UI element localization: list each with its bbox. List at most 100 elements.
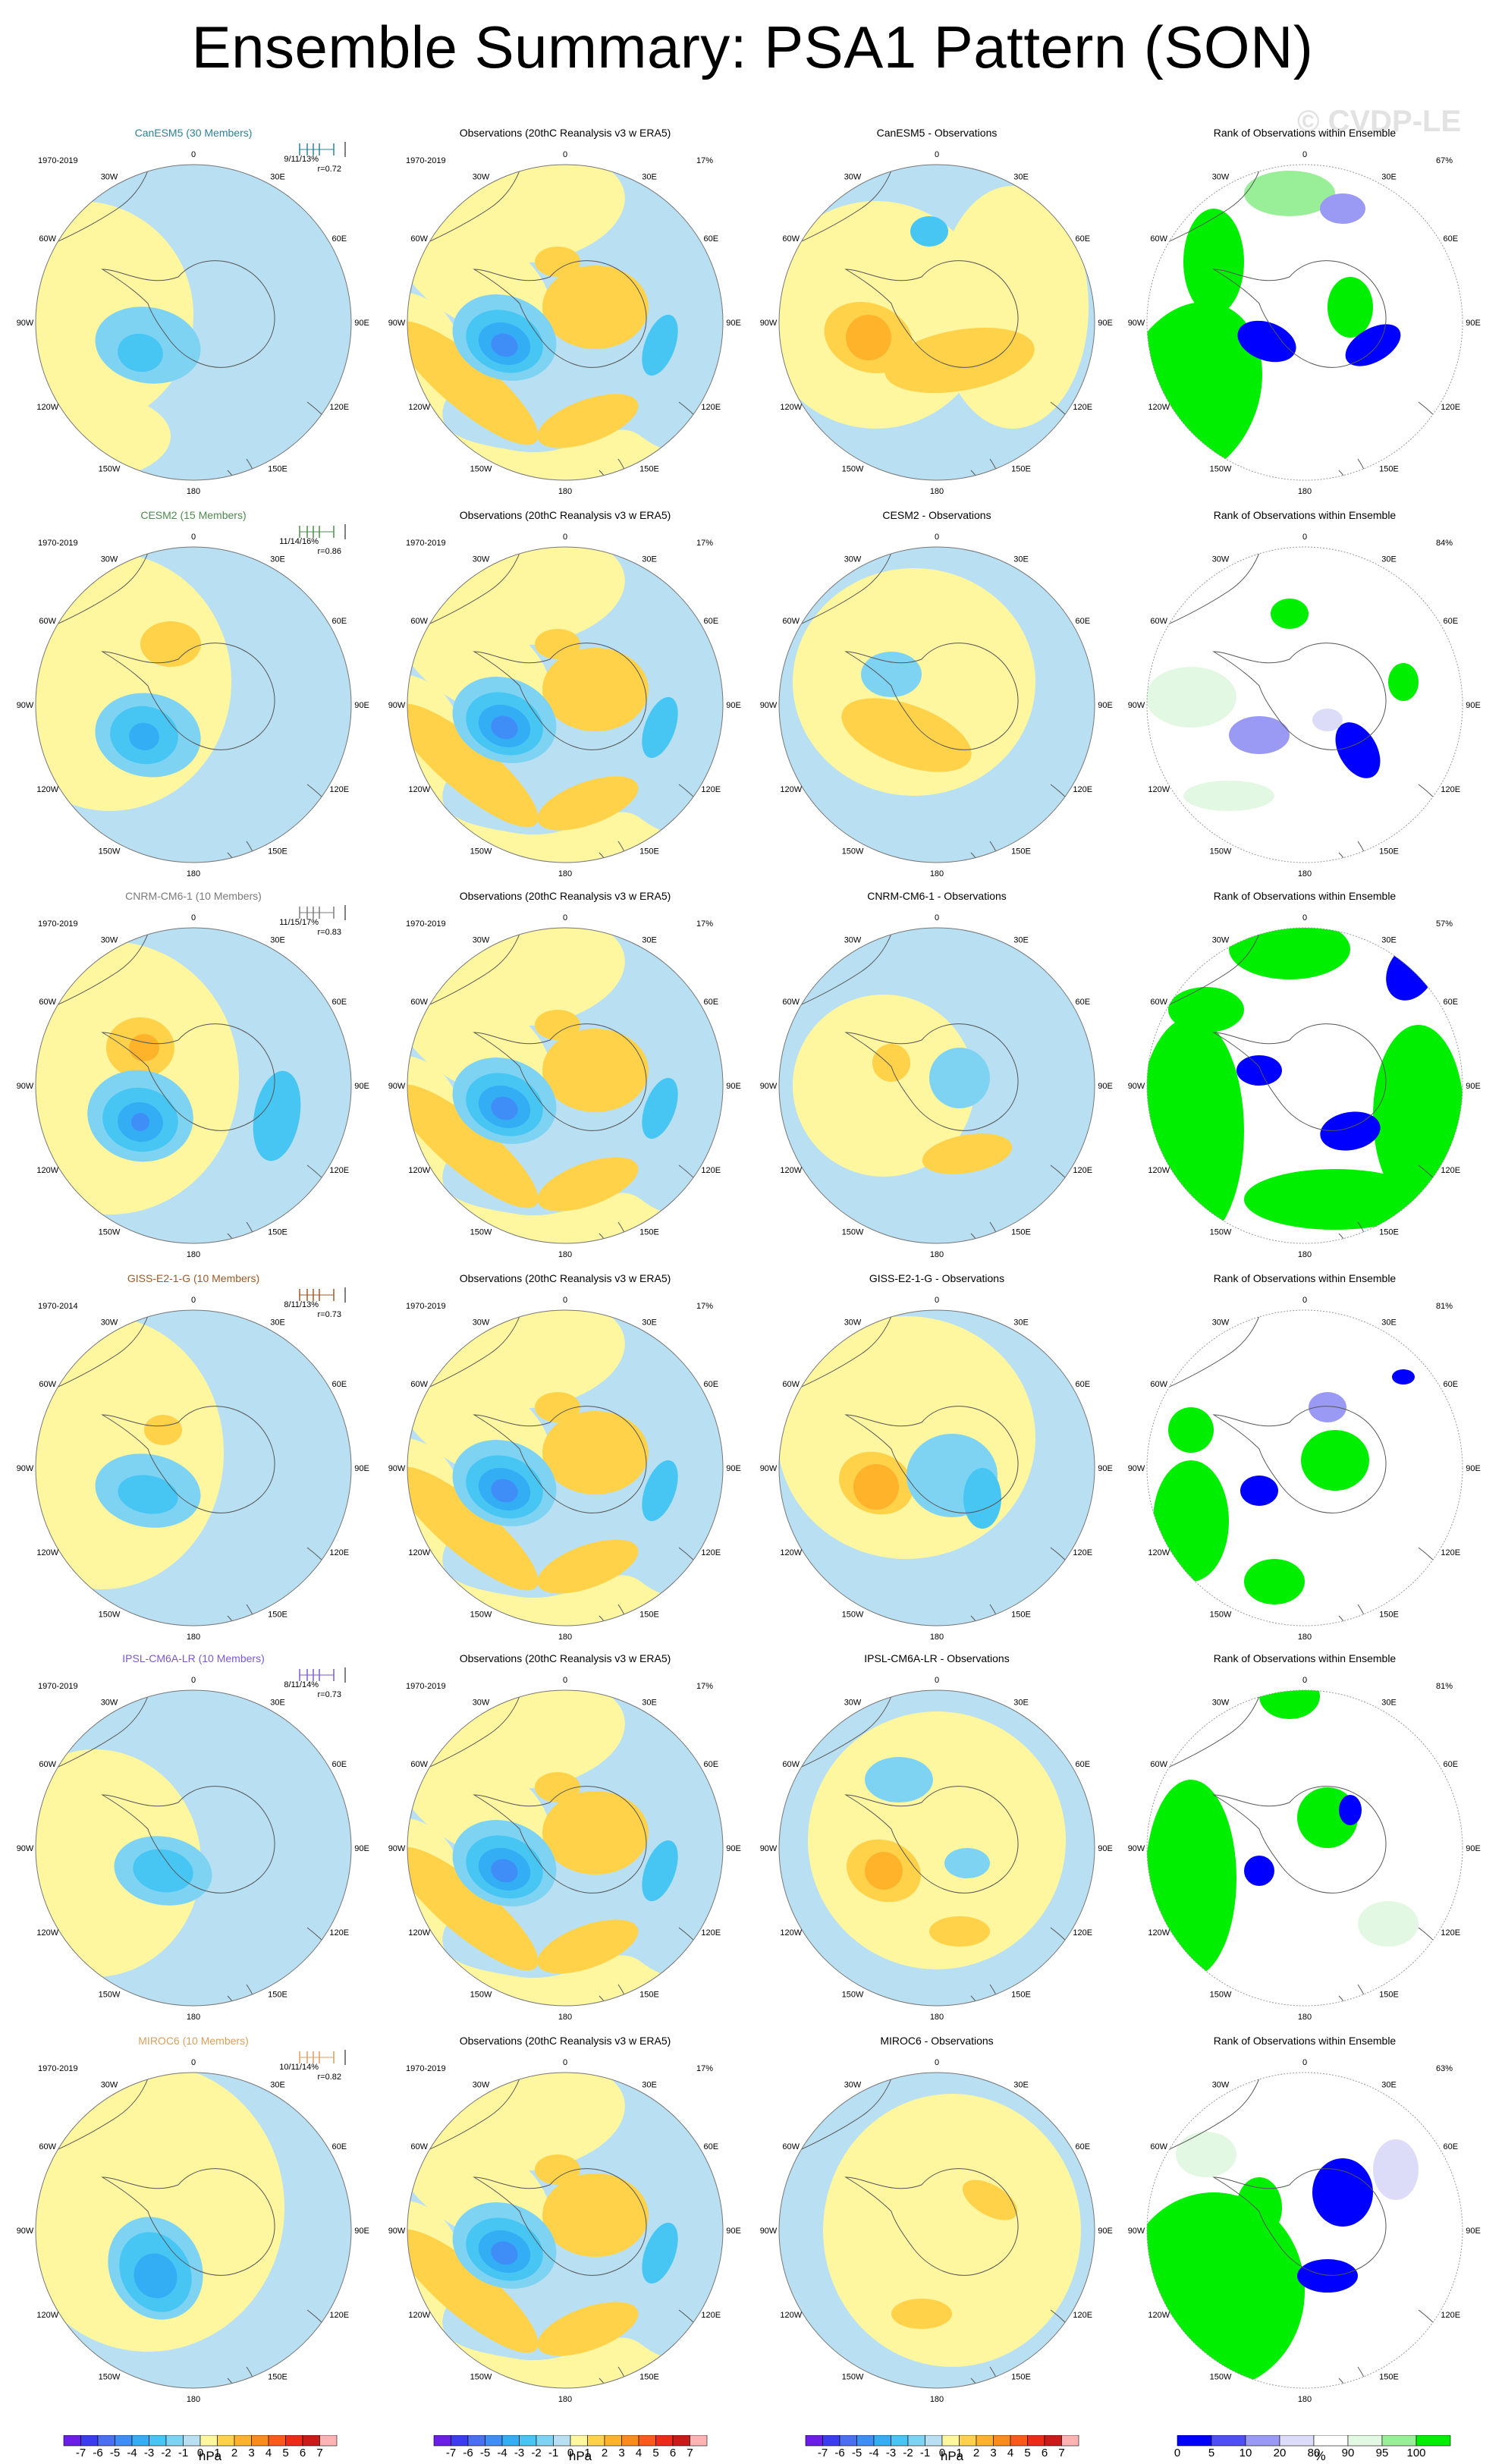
south-america-coastline (1148, 933, 1260, 1014)
meridian-label: 90W (760, 2227, 778, 2236)
colorbar-label: 7 (1058, 2447, 1064, 2459)
negative-anomaly-region (134, 2253, 178, 2299)
map-border (1146, 546, 1463, 863)
negative-anomaly-region (133, 1849, 193, 1893)
meridian-label: 150W (99, 464, 121, 473)
antarctica-coastline (473, 260, 647, 368)
colorbar-label: 5 (1208, 2447, 1214, 2459)
colorbar-swatch (467, 2435, 485, 2447)
positive-anomaly-region (962, 2180, 1018, 2220)
colorbar-label: 7 (687, 2447, 693, 2459)
south-america-coastline (37, 1315, 149, 1397)
meridian-label: 90W (1128, 1464, 1145, 1473)
meridian-label: 60E (1075, 998, 1090, 1007)
meridian-label: 60E (703, 1760, 718, 1769)
map-border (1146, 1689, 1463, 2007)
colorbar-unit-model: hPa (198, 2449, 222, 2463)
meridian-label: 150W (99, 1610, 121, 1619)
meridian-label: 90W (388, 319, 406, 328)
meridian-label: 30E (642, 555, 657, 564)
colorbar-label: 2 (231, 2447, 237, 2459)
colorbar-unit-difference: hPa (940, 2449, 964, 2463)
colorbar-label: -2 (161, 2447, 171, 2459)
pattern-statistics: 11/14/16% (279, 537, 319, 546)
antarctica-coastline (1212, 1023, 1387, 1131)
obs-title: Observations (20thC Reanalysis v3 w ERA5… (460, 127, 671, 139)
meridian-label: 150W (1210, 1227, 1232, 1237)
colorbar-rank: 0 5 10 20 80 90 95 100 (1174, 2435, 1451, 2459)
meridian-label: 0 (1302, 1296, 1307, 1305)
meridian-label: 90E (1466, 701, 1481, 710)
meridian-label: 30E (270, 173, 285, 182)
meridian-label: 0 (935, 533, 939, 542)
meridian-label: 180 (558, 2013, 572, 2022)
meridian-label: 90E (1098, 2227, 1113, 2236)
colorbar-label: -4 (869, 2447, 878, 2459)
map-border (407, 1689, 724, 2007)
meridian-label: 180 (930, 487, 944, 496)
meridian-label: 120E (329, 403, 349, 412)
meridian-label: 90W (17, 1464, 34, 1473)
map-border (35, 1309, 352, 1626)
positive-anomaly-region (841, 698, 972, 772)
model-title: CESM2 (15 Members) (140, 509, 246, 521)
positive-anomaly-region (872, 1044, 910, 1082)
negative-anomaly-region (642, 1077, 678, 1139)
meridian-label: 90E (726, 2227, 741, 2236)
negative-anomaly-region (642, 696, 678, 759)
negative-anomaly-region (253, 1070, 301, 1161)
colorbar-swatch (941, 2435, 960, 2447)
meridian-label: 180 (558, 487, 572, 496)
antarctica-coastline (101, 643, 275, 750)
explained-variance: 17% (696, 156, 713, 165)
pattern-statistics: 8/11/13% (284, 1300, 319, 1309)
meridian-label: 180 (187, 2013, 200, 2022)
south-america-coastline (409, 933, 520, 1014)
meridian-label: 90E (354, 1082, 369, 1091)
colorbar-swatch (501, 2435, 520, 2447)
south-america-coastline (781, 1696, 892, 1777)
positive-anomaly-region (535, 629, 580, 659)
meridian-label: 180 (187, 487, 200, 496)
rank-region (1236, 2177, 1282, 2238)
time-period: 1970-2019 (406, 919, 446, 929)
meridian-label: 60W (1150, 234, 1167, 244)
positive-anomaly-region (407, 1846, 539, 1971)
obs-title: Observations (20thC Reanalysis v3 w ERA5… (460, 890, 671, 902)
meridian-label: 120W (1148, 1548, 1170, 1557)
negative-anomaly-region (118, 1475, 178, 1514)
meridian-label: 150W (99, 1227, 121, 1237)
meridian-label: 120W (1148, 403, 1170, 412)
meridian-label: 150W (1210, 1610, 1232, 1619)
negative-anomaly-region (491, 1096, 518, 1120)
meridian-label: 30W (844, 1318, 862, 1328)
meridian-label: 180 (558, 869, 572, 878)
south-america-coastline (409, 1696, 520, 1777)
south-america-coastline (37, 170, 149, 251)
colorbar-label: 6 (300, 2447, 306, 2459)
meridian-label: 0 (935, 150, 939, 159)
antarctica-coastline (844, 1023, 1019, 1131)
antarctica-coastline (1212, 260, 1387, 368)
meridian-label: 120E (1441, 1548, 1460, 1557)
rank-title: Rank of Observations within Ensemble (1214, 127, 1397, 139)
meridian-label: 60E (1443, 998, 1458, 1007)
map-border (407, 2072, 724, 2389)
meridian-label: 150E (268, 2372, 287, 2381)
meridian-label: 30E (1013, 936, 1029, 945)
meridian-label: 120E (1441, 785, 1460, 794)
meridian-label: 180 (930, 2395, 944, 2404)
meridian-label: 150E (1379, 2372, 1399, 2381)
colorbar-label: 95 (1376, 2447, 1389, 2459)
meridian-label: 30E (270, 1318, 285, 1328)
meridian-label: 150E (1379, 1990, 1399, 1999)
meridian-label: 30E (642, 2081, 657, 2090)
colorbar-swatch (976, 2435, 994, 2447)
rank-region (1147, 667, 1236, 728)
rank-percent: 84% (1436, 539, 1453, 548)
positive-anomaly-region (535, 2154, 580, 2185)
meridian-label: 180 (1298, 2013, 1312, 2022)
meridian-label: 0 (1302, 150, 1307, 159)
difference-title: IPSL-CM6A-LR - Observations (864, 1652, 1009, 1664)
south-america-coastline (781, 1315, 892, 1397)
